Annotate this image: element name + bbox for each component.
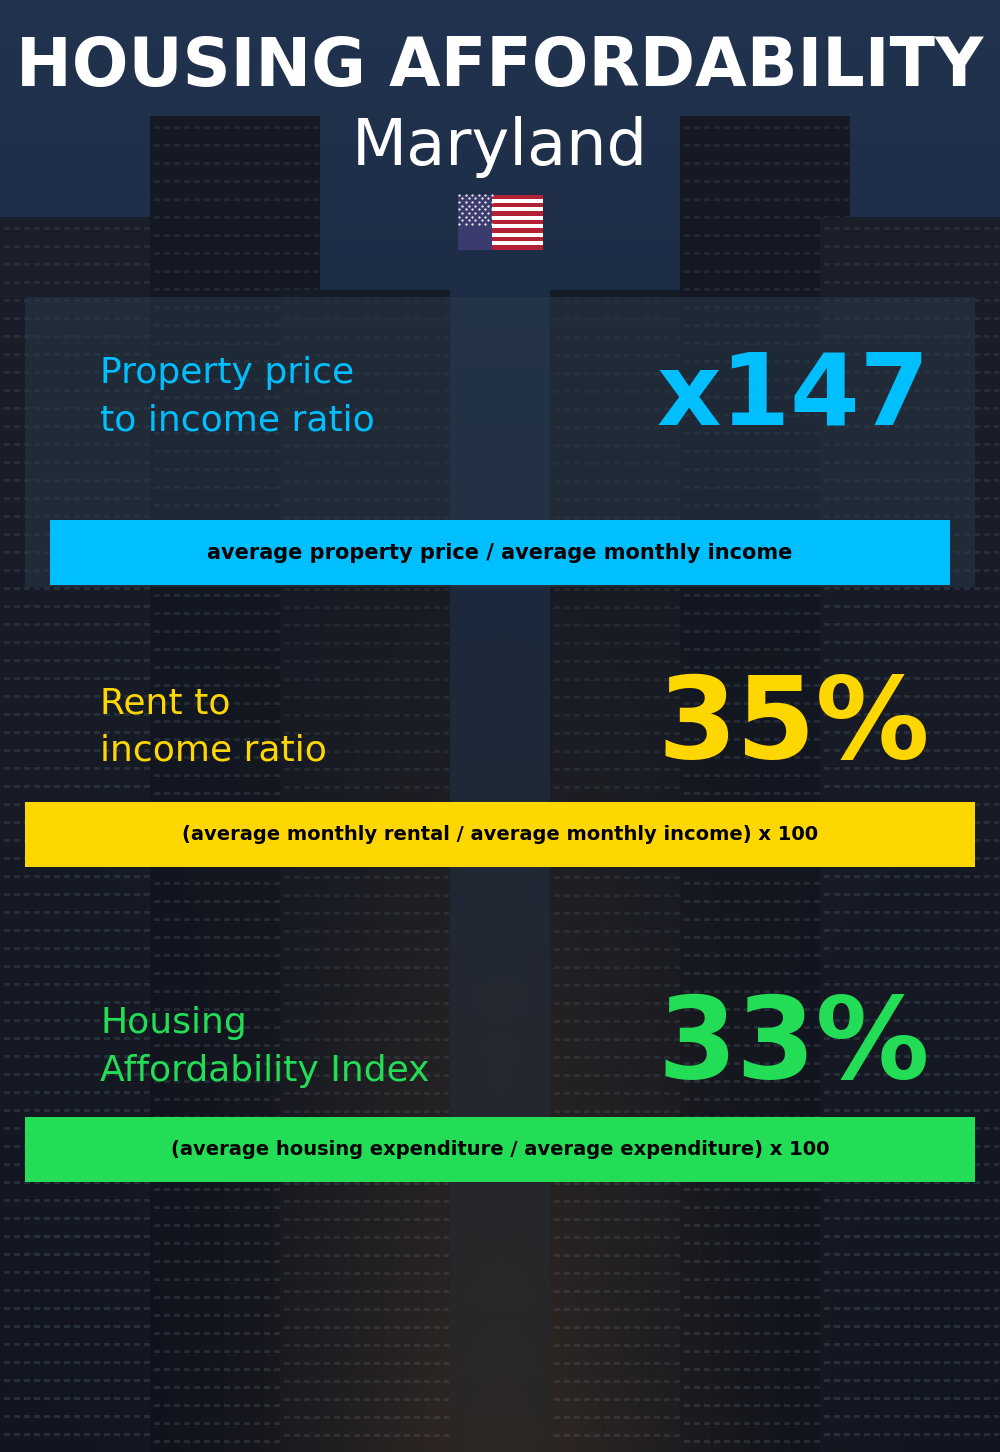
Text: (average housing expenditure / average expenditure) x 100: (average housing expenditure / average e… xyxy=(171,1140,829,1159)
Text: 35%: 35% xyxy=(658,671,930,783)
FancyBboxPatch shape xyxy=(50,520,950,585)
Text: (average monthly rental / average monthly income) x 100: (average monthly rental / average monthl… xyxy=(182,825,818,844)
FancyBboxPatch shape xyxy=(458,195,542,199)
FancyBboxPatch shape xyxy=(458,203,542,208)
FancyBboxPatch shape xyxy=(492,228,542,232)
FancyBboxPatch shape xyxy=(458,241,542,245)
FancyBboxPatch shape xyxy=(458,203,542,208)
Text: Maryland: Maryland xyxy=(352,116,648,179)
FancyBboxPatch shape xyxy=(458,212,542,216)
Text: x147: x147 xyxy=(657,348,930,446)
FancyBboxPatch shape xyxy=(492,237,542,241)
FancyBboxPatch shape xyxy=(492,232,542,237)
FancyBboxPatch shape xyxy=(492,219,542,224)
FancyBboxPatch shape xyxy=(25,802,975,867)
FancyBboxPatch shape xyxy=(458,216,542,219)
FancyBboxPatch shape xyxy=(458,245,542,250)
Text: average property price / average monthly income: average property price / average monthly… xyxy=(207,543,793,562)
FancyBboxPatch shape xyxy=(492,224,542,228)
FancyBboxPatch shape xyxy=(458,224,542,228)
FancyBboxPatch shape xyxy=(458,195,542,199)
FancyBboxPatch shape xyxy=(458,212,542,216)
FancyBboxPatch shape xyxy=(458,195,492,224)
Text: Rent to
income ratio: Rent to income ratio xyxy=(100,687,327,768)
FancyBboxPatch shape xyxy=(458,199,542,203)
Text: HOUSING AFFORDABILITY: HOUSING AFFORDABILITY xyxy=(16,33,984,100)
FancyBboxPatch shape xyxy=(492,241,542,245)
FancyBboxPatch shape xyxy=(458,208,542,212)
FancyBboxPatch shape xyxy=(458,195,492,250)
FancyBboxPatch shape xyxy=(458,199,542,203)
Text: Housing
Affordability Index: Housing Affordability Index xyxy=(100,1006,430,1088)
Text: 33%: 33% xyxy=(658,992,930,1102)
FancyBboxPatch shape xyxy=(458,219,542,224)
FancyBboxPatch shape xyxy=(458,208,542,212)
FancyBboxPatch shape xyxy=(458,237,542,241)
Text: Property price
to income ratio: Property price to income ratio xyxy=(100,356,375,437)
FancyBboxPatch shape xyxy=(25,1117,975,1182)
FancyBboxPatch shape xyxy=(458,228,542,232)
FancyBboxPatch shape xyxy=(492,245,542,250)
FancyBboxPatch shape xyxy=(25,298,975,587)
FancyBboxPatch shape xyxy=(458,232,542,237)
FancyBboxPatch shape xyxy=(458,216,542,219)
